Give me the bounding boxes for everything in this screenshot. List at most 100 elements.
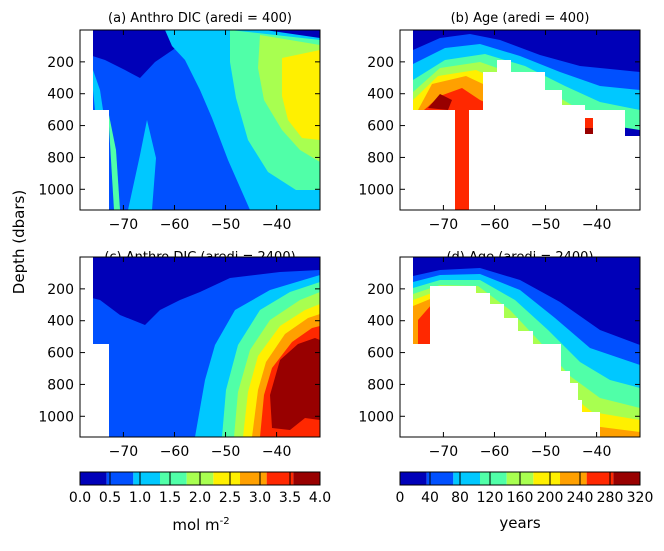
y-tick-label: 1000 [358, 409, 394, 425]
land-mask [469, 60, 640, 210]
y-tick-label: 600 [367, 346, 394, 362]
contour-fill [270, 338, 320, 430]
panel-d: (d) Age (aredi = 2400) −70−60−50−4020040… [358, 250, 641, 460]
panel-b: (b) Age (aredi = 400) −70 −60 −50 −40 200 400… [358, 11, 641, 233]
colorbar-tick-label: 280 [597, 490, 624, 506]
y-tick-label: 200 [47, 282, 74, 298]
y-tick-label: 800 [367, 377, 394, 393]
panel-b-title: (b) Age (aredi = 400) [451, 11, 590, 26]
colorbar-tick-label: 0 [396, 490, 405, 506]
colorbar-segment [266, 472, 294, 485]
land-mask [80, 344, 109, 437]
colorbar-segment [133, 472, 160, 485]
colorbar-tick-label: 4.0 [309, 490, 331, 506]
y-tick-label: 1000 [38, 182, 74, 198]
colorbar-tick-label: 0.0 [69, 490, 91, 506]
panel-b-field [400, 30, 640, 210]
contour-fill [93, 70, 103, 110]
colorbar-segment [480, 472, 507, 485]
colorbar-segment [160, 472, 187, 485]
x-tick-label: −50 [211, 217, 241, 233]
y-tick-label: 600 [367, 119, 394, 135]
panel-d-axes: −70 −60 −50 −40 200 400 600 800 1000 [358, 257, 640, 460]
colorbar-tick-label: 3.5 [279, 490, 301, 506]
x-tick-label: −60 [480, 444, 510, 460]
colorbar-tick-label: 2.5 [219, 490, 241, 506]
x-tick-label: −40 [262, 217, 292, 233]
x-tick-label: −40 [582, 217, 612, 233]
land-mask [80, 30, 93, 110]
colorbar-tick-label: 320 [627, 490, 654, 506]
panel-c-axes: −70 −60 −50 −40 200 400 600 800 1000 [38, 257, 320, 460]
colorbar-age-unit: years [499, 514, 540, 532]
land-mask [400, 257, 413, 344]
colorbar-tick-label: 120 [477, 490, 504, 506]
y-tick-label: 800 [47, 377, 74, 393]
panel-a-axes: −70 −60 −50 −40 200 400 600 800 1000 [38, 30, 320, 233]
x-tick-label: −70 [109, 217, 139, 233]
colorbar-tick-label: 160 [507, 490, 534, 506]
contour-fill [585, 128, 593, 134]
contour-fill [128, 120, 156, 210]
colorbar-segment [586, 472, 614, 485]
panel-a-frame [79, 29, 321, 211]
y-tick-label: 400 [367, 314, 394, 330]
y-tick-label: 200 [367, 55, 394, 71]
colorbar-tick-label: 0.5 [99, 490, 121, 506]
panel-a: (a) Anthro DIC (aredi = 400) −70 −60 −50 −4… [38, 11, 321, 233]
x-tick-label: −70 [109, 444, 139, 460]
colorbar-tick-label: 80 [451, 490, 469, 506]
colorbar-segment [613, 472, 640, 485]
x-tick-label: −50 [211, 444, 241, 460]
y-tick-label: 200 [47, 55, 74, 71]
colorbar-tick-label: 1.0 [129, 490, 151, 506]
y-tick-label: 800 [367, 150, 394, 166]
land-mask [400, 110, 455, 210]
land-mask [400, 286, 600, 437]
colorbar-segment [80, 472, 107, 485]
colorbar-segment [560, 472, 587, 485]
panel-d-frame [399, 256, 641, 438]
colorbar-segment [426, 472, 454, 485]
colorbar-segment [400, 472, 427, 485]
panel-c: (c) Anthro DIC (aredi = 2400) −70−60−50−… [38, 250, 321, 460]
colorbar-segment [106, 472, 134, 485]
y-tick-label: 600 [47, 346, 74, 362]
panel-c-field [80, 257, 320, 437]
panel-b-frame [399, 29, 641, 211]
y-tick-label: 1000 [38, 409, 74, 425]
colorbar-dic: 0.0 0.5 1.0 1.5 2.0 2.5 3.0 3.5 4.0 [69, 471, 331, 506]
land-mask [80, 110, 109, 210]
panel-a-title: (a) Anthro DIC (aredi = 400) [108, 11, 292, 26]
y-tick-label: 400 [367, 87, 394, 103]
land-mask [80, 257, 93, 344]
colorbar-segment [533, 472, 560, 485]
colorbar-tick-label: 40 [421, 490, 439, 506]
x-tick-label: −70 [429, 217, 459, 233]
colorbar-tick-label: 1.5 [159, 490, 181, 506]
panel-b-axes: −70 −60 −50 −40 200 400 600 800 1000 [358, 30, 640, 233]
contour-fill [585, 118, 593, 128]
x-tick-label: −50 [531, 444, 561, 460]
y-tick-label: 1000 [358, 182, 394, 198]
panel-c-frame [79, 256, 321, 438]
contour-fill [80, 257, 320, 325]
panel-a-field [80, 30, 320, 210]
panel-d-field [400, 257, 640, 437]
y-axis-label: Depth (dbars) [10, 190, 28, 294]
colorbar-segment [293, 472, 320, 485]
contour-fill [108, 110, 120, 210]
colorbar-tick-label: 200 [537, 490, 564, 506]
contour-fill [455, 110, 469, 210]
x-tick-label: −60 [160, 444, 190, 460]
colorbar-dic-unit: mol m-2 [172, 516, 229, 534]
colorbar-age: 0 40 80 120 160 200 240 280 320 [396, 471, 654, 506]
colorbar-segment [240, 472, 267, 485]
y-tick-label: 800 [47, 150, 74, 166]
colorbar-tick-label: 2.0 [189, 490, 211, 506]
colorbar-tick-label: 3.0 [249, 490, 271, 506]
y-tick-label: 600 [47, 119, 74, 135]
x-tick-label: −50 [531, 217, 561, 233]
y-tick-label: 400 [47, 314, 74, 330]
